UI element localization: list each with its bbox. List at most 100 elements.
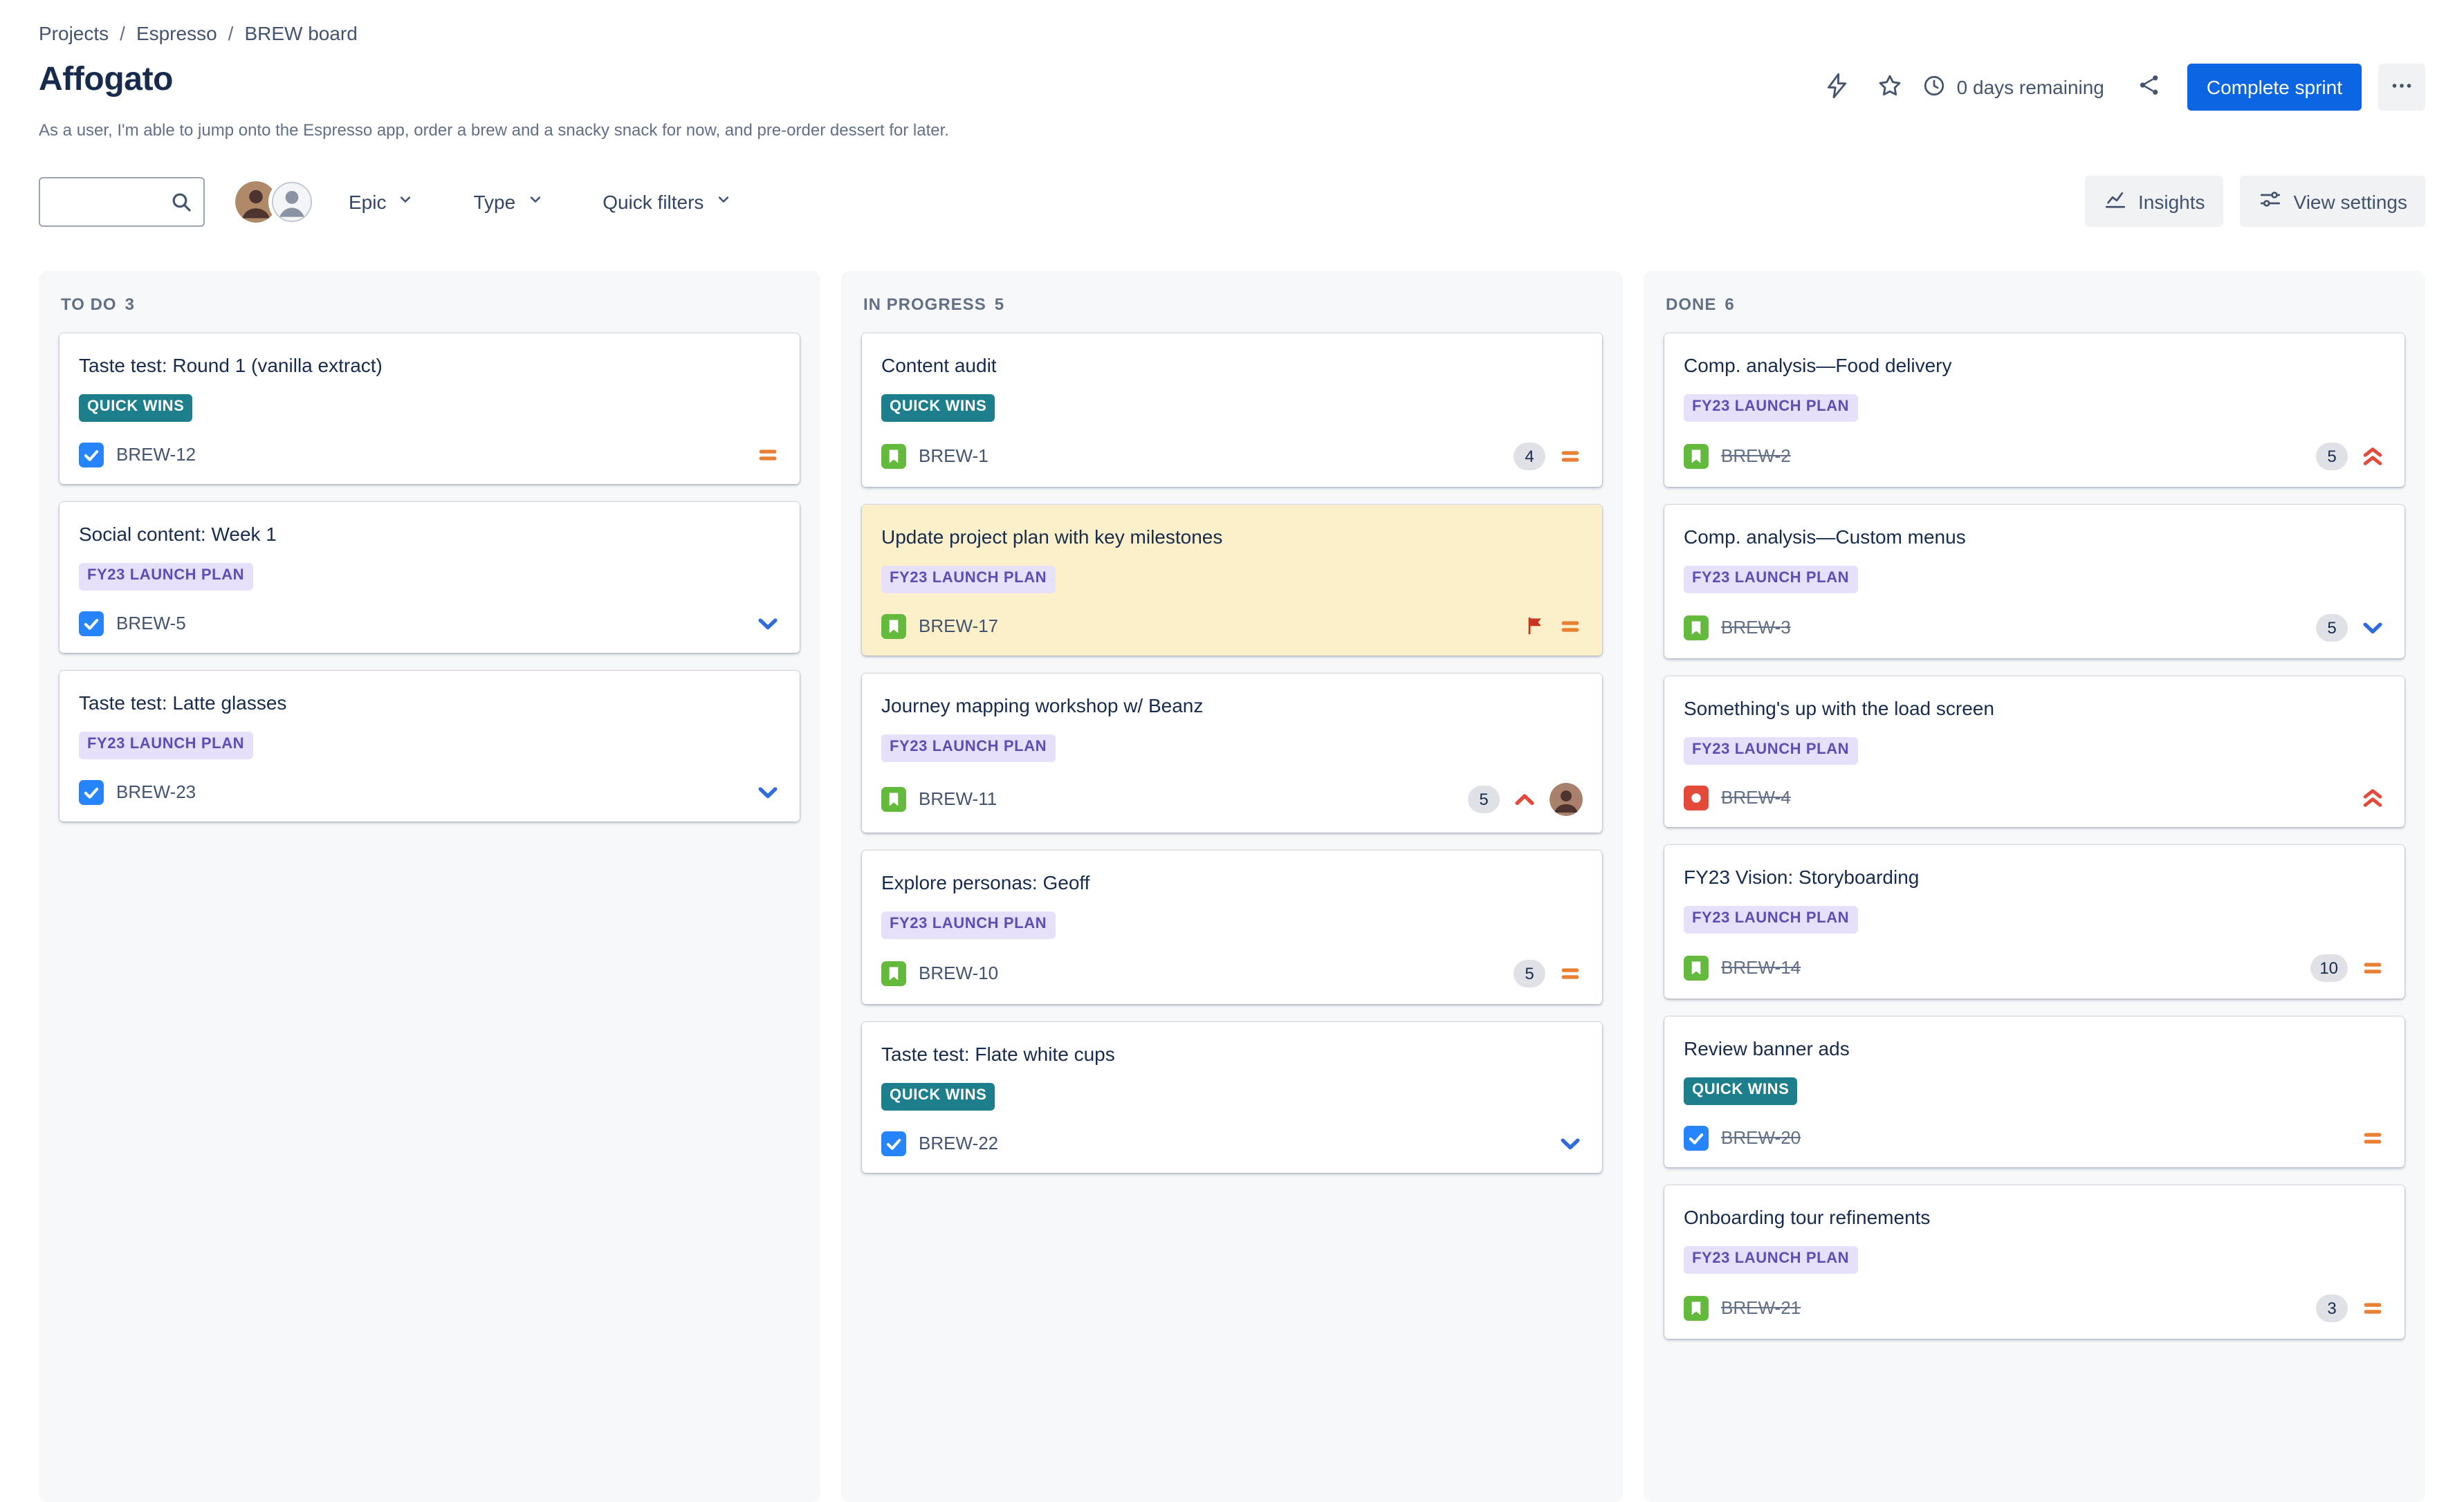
sprint-time-remaining: 0 days remaining — [1922, 73, 2104, 102]
card-footer: BREW-4 — [1684, 785, 2385, 810]
issue-key[interactable]: BREW-3 — [1721, 617, 1791, 638]
card-title: Review banner ads — [1684, 1037, 1850, 1059]
issue-card[interactable]: Taste test: Latte glasses FY23 LAUNCH PLA… — [59, 670, 800, 822]
type-filter-label: Type — [473, 190, 516, 212]
type-filter-dropdown[interactable]: Type — [459, 178, 558, 224]
avatar-user-1[interactable] — [232, 178, 279, 225]
card-footer: BREW-1 4 — [881, 442, 1583, 470]
breadcrumb-brew-board[interactable]: BREW board — [244, 22, 358, 44]
issue-key[interactable]: BREW-4 — [1721, 787, 1791, 808]
epic-badge-row: FY23 LAUNCH PLAN — [79, 730, 780, 759]
story-icon — [881, 786, 906, 812]
priority-low-icon — [755, 780, 780, 805]
issue-key[interactable]: BREW-17 — [919, 615, 999, 637]
issue-key[interactable]: BREW-11 — [919, 788, 997, 810]
card-title: Taste test: Latte glasses — [79, 691, 287, 714]
story-icon — [1684, 615, 1709, 640]
priority-medium-icon — [2360, 1295, 2385, 1320]
more-actions-button[interactable] — [2378, 64, 2425, 111]
epic-filter-dropdown[interactable]: Epic — [335, 178, 429, 224]
priority-medium-icon — [1558, 614, 1583, 639]
issue-card[interactable]: Content audit QUICK WINS BREW-1 4 — [862, 333, 1602, 487]
issue-card[interactable]: Taste test: Flate white cups QUICK WINS BR… — [862, 1021, 1602, 1173]
view-settings-button[interactable]: View settings — [2239, 176, 2425, 227]
chevron-down-icon — [396, 189, 415, 213]
priority-medium-icon — [1558, 444, 1583, 469]
priority-low-icon — [1558, 1131, 1583, 1156]
search-input[interactable] — [39, 176, 205, 226]
card-meta: BREW-10 — [881, 961, 998, 986]
column-header-todo: TO DO 3 — [39, 271, 820, 324]
issue-card[interactable]: Comp. analysis—Custom menus FY23 LAUNCH P… — [1664, 504, 2405, 658]
estimate-badge: 5 — [1514, 959, 1545, 988]
issue-card[interactable]: Taste test: Round 1 (vanilla extract) QUI… — [59, 333, 800, 484]
card-indicators — [1525, 614, 1583, 639]
issue-key[interactable]: BREW-20 — [1721, 1127, 1801, 1149]
share-button[interactable] — [2126, 64, 2173, 111]
breadcrumb-projects[interactable]: Projects — [39, 22, 109, 44]
star-button[interactable] — [1867, 64, 1914, 111]
issue-key[interactable]: BREW-10 — [919, 963, 999, 984]
story-icon — [881, 613, 906, 639]
sliders-icon — [2258, 187, 2283, 216]
issue-key[interactable]: BREW-22 — [919, 1133, 999, 1154]
estimate-badge: 4 — [1514, 442, 1545, 470]
card-indicators — [2360, 786, 2385, 810]
quick-filters-dropdown[interactable]: Quick filters — [589, 178, 746, 224]
epic-badge: QUICK WINS — [881, 394, 995, 422]
priority-medium-icon — [1558, 961, 1583, 986]
issue-key[interactable]: BREW-2 — [1721, 445, 1791, 467]
card-indicators — [755, 443, 780, 467]
column-done: DONE 6 Comp. analysis—Food delivery FY23 LA… — [1644, 271, 2425, 1502]
issue-card[interactable]: FY23 Vision: Storyboarding FY23 LAUNCH PL… — [1664, 844, 2405, 999]
epic-badge-row: QUICK WINS — [881, 1082, 1583, 1111]
task-icon — [79, 779, 104, 805]
issue-key[interactable]: BREW-5 — [116, 613, 186, 634]
issue-card[interactable]: Update project plan with key milestones F… — [862, 504, 1602, 656]
card-meta: BREW-11 — [881, 786, 997, 812]
card-meta: BREW-5 — [79, 611, 186, 636]
card-title: Something's up with the load screen — [1684, 696, 1994, 719]
story-icon — [881, 961, 906, 986]
app-header: Projects / Espresso / BREW board Affogat… — [0, 0, 2464, 140]
card-title: Content audit — [881, 354, 997, 376]
lightning-icon — [1824, 71, 1852, 103]
issue-card[interactable]: Review banner ads QUICK WINS BREW-20 — [1664, 1016, 2405, 1167]
assignee-avatar[interactable] — [1550, 782, 1583, 816]
issue-key[interactable]: BREW-14 — [1721, 957, 1801, 979]
card-indicators: 5 — [1514, 959, 1583, 988]
automation-button[interactable] — [1814, 64, 1861, 111]
card-indicators — [2360, 1125, 2385, 1150]
issue-key[interactable]: BREW-1 — [919, 445, 989, 467]
card-meta: BREW-17 — [881, 613, 999, 639]
issue-key[interactable]: BREW-12 — [116, 444, 196, 465]
column-title: IN PROGRESS — [863, 295, 986, 314]
avatar-user-2[interactable] — [268, 178, 315, 225]
card-meta: BREW-3 — [1684, 615, 1791, 640]
priority-medium-icon — [755, 443, 780, 467]
issue-card[interactable]: Something's up with the load screen FY23 … — [1664, 676, 2405, 827]
insights-chart-icon — [2102, 187, 2127, 216]
card-indicators: 3 — [2316, 1294, 2385, 1322]
column-title: DONE — [1666, 295, 1717, 314]
issue-card[interactable]: Journey mapping workshop w/ Beanz FY23 LA… — [862, 673, 1602, 833]
page-title: Affogato — [39, 61, 174, 98]
insights-button[interactable]: Insights — [2084, 176, 2223, 227]
complete-sprint-button[interactable]: Complete sprint — [2187, 64, 2362, 111]
column-header-in-progress: IN PROGRESS 5 — [841, 271, 1623, 324]
issue-key[interactable]: BREW-21 — [1721, 1297, 1801, 1319]
card-title: Onboarding tour refinements — [1684, 1205, 1931, 1228]
issue-card[interactable]: Explore personas: Geoff FY23 LAUNCH PLAN B… — [862, 850, 1602, 1004]
priority-low-icon — [2360, 615, 2385, 640]
issue-card[interactable]: Onboarding tour refinements FY23 LAUNCH P… — [1664, 1185, 2405, 1339]
task-icon — [881, 1131, 906, 1156]
epic-badge-row: FY23 LAUNCH PLAN — [881, 733, 1583, 762]
estimate-badge: 10 — [2310, 954, 2348, 982]
priority-high-icon — [1512, 787, 1537, 812]
issue-card[interactable]: Social content: Week 1 FY23 LAUNCH PLAN BR… — [59, 501, 800, 653]
priority-medium-icon — [2360, 1125, 2385, 1150]
issue-key[interactable]: BREW-23 — [116, 781, 196, 803]
card-indicators — [755, 780, 780, 805]
breadcrumb-espresso[interactable]: Espresso — [136, 22, 217, 44]
issue-card[interactable]: Comp. analysis—Food delivery FY23 LAUNCH … — [1664, 333, 2405, 487]
